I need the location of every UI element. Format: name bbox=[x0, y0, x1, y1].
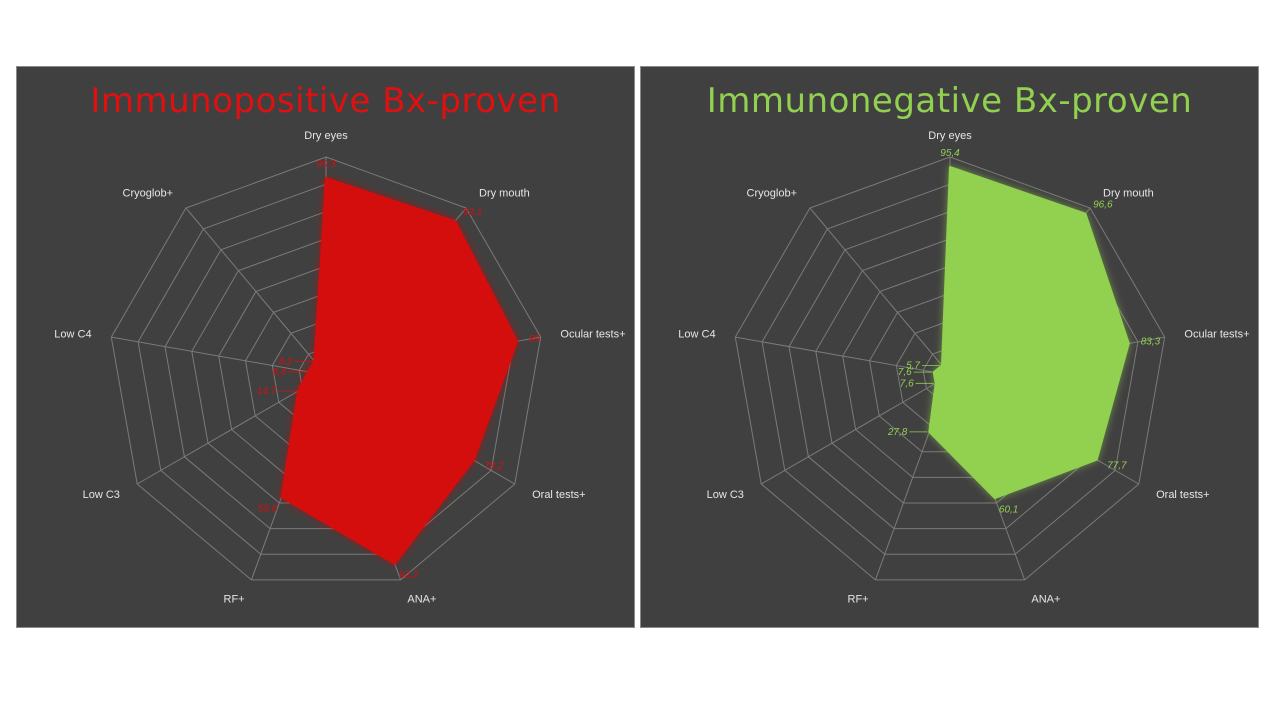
value-label-ana-pos: 60,1 bbox=[999, 504, 1018, 515]
axis-label-ana-pos: ANA+ bbox=[407, 594, 436, 606]
immunonegative-chart-panel: Immunonegative Bx-proven Dry eyes Dry mou… bbox=[640, 66, 1259, 628]
value-label-cryoglob-pos: 5,7 bbox=[906, 361, 920, 372]
axis-label-low-c3: Low C3 bbox=[707, 489, 744, 501]
value-label-low-c3: 14,7 bbox=[257, 386, 277, 397]
radar-chart: Dry eyes Dry mouth Ocular tests+ Oral tests… bbox=[54, 130, 625, 606]
grid-ring bbox=[110, 156, 542, 581]
radar-chart: Dry eyes Dry mouth Ocular tests+ Oral tests… bbox=[678, 130, 1249, 606]
axis-label-ocular-tests-pos: Ocular tests+ bbox=[560, 329, 625, 341]
axis-label-cryoglob-pos: Cryoglob+ bbox=[747, 188, 797, 200]
grid-ring bbox=[734, 156, 1166, 581]
axis-label-ana-pos: ANA+ bbox=[1031, 594, 1060, 606]
axis-label-rf-pos: RF+ bbox=[224, 594, 245, 606]
value-label-ocular-tests-pos: 89 bbox=[529, 334, 541, 345]
axis-spoke bbox=[111, 336, 327, 376]
data-series-area bbox=[280, 177, 519, 565]
value-label-rf-pos: 27,8 bbox=[887, 427, 908, 438]
axis-label-dry-eyes: Dry eyes bbox=[928, 130, 972, 142]
value-label-dry-mouth: 92,1 bbox=[463, 207, 482, 218]
axis-label-oral-tests-pos: Oral tests+ bbox=[1156, 489, 1210, 501]
value-label-low-c3: 7,6 bbox=[900, 378, 914, 389]
axis-label-oral-tests-pos: Oral tests+ bbox=[532, 489, 586, 501]
value-label-oral-tests-pos: 78,2 bbox=[484, 461, 504, 472]
value-label-oral-tests-pos: 77,7 bbox=[1107, 461, 1127, 472]
chart-title: Immunopositive Bx-proven bbox=[90, 81, 561, 121]
axis-spoke bbox=[809, 207, 951, 376]
chart-title: Immunonegative Bx-proven bbox=[706, 81, 1193, 121]
value-label-low-c4: 8,4 bbox=[272, 367, 286, 378]
value-label-ocular-tests-pos: 83,3 bbox=[1141, 336, 1161, 347]
axis-label-low-c4: Low C4 bbox=[54, 329, 91, 341]
value-label-cryoglob-pos: 8,2 bbox=[279, 356, 293, 367]
axis-label-low-c3: Low C3 bbox=[83, 489, 120, 501]
axis-label-ocular-tests-pos: Ocular tests+ bbox=[1184, 329, 1249, 341]
axis-label-dry-mouth: Dry mouth bbox=[479, 188, 530, 200]
axis-label-rf-pos: RF+ bbox=[848, 594, 869, 606]
value-label-dry-mouth: 96,6 bbox=[1093, 200, 1113, 211]
axis-label-low-c4: Low C4 bbox=[678, 329, 715, 341]
axis-label-dry-eyes: Dry eyes bbox=[304, 130, 348, 142]
axis-spoke bbox=[136, 374, 327, 485]
value-label-dry-eyes: 95,4 bbox=[940, 148, 960, 159]
immunopositive-chart-panel: Immunopositive Bx-proven Dry eyes Dry mou… bbox=[16, 66, 635, 628]
data-series-area bbox=[928, 166, 1130, 500]
axis-spoke bbox=[760, 374, 951, 485]
value-label-rf-pos: 59,6 bbox=[258, 503, 278, 514]
axis-spoke bbox=[735, 336, 951, 376]
axis-spoke bbox=[185, 207, 327, 376]
axis-label-dry-mouth: Dry mouth bbox=[1103, 188, 1154, 200]
axis-label-cryoglob-pos: Cryoglob+ bbox=[123, 188, 173, 200]
value-label-ana-pos: 92,2 bbox=[399, 570, 419, 581]
value-label-dry-eyes: 90,3 bbox=[316, 159, 336, 170]
value-label-low-c4: 7,6 bbox=[898, 367, 912, 378]
